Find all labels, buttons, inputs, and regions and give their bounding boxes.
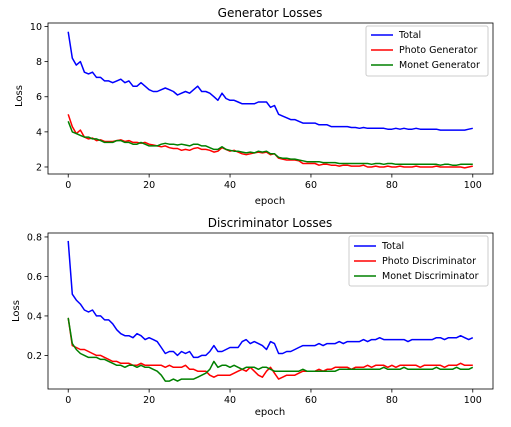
series-line-0 xyxy=(67,240,474,359)
series-line-2 xyxy=(67,317,474,382)
legend-label-monet-generator: Monet Generator xyxy=(399,60,480,71)
y-axis-label: Loss xyxy=(11,300,22,322)
y-tick-label: 10 xyxy=(30,22,42,33)
series-line-2 xyxy=(67,121,473,166)
x-tick-label: 60 xyxy=(305,180,317,191)
legend-box xyxy=(365,25,489,77)
legend-label-total: Total xyxy=(398,30,421,41)
x-axis-label: epoch xyxy=(255,196,285,207)
y-tick-label: 8 xyxy=(36,57,42,68)
x-tick-label: 40 xyxy=(224,395,236,406)
x-tick-label: 20 xyxy=(143,395,155,406)
y-tick-label: 2 xyxy=(36,162,42,173)
x-tick-label: 100 xyxy=(464,180,482,191)
chart-title: Generator Losses xyxy=(218,6,323,20)
legend: Total Photo Generator Monet Generator xyxy=(365,25,489,77)
axes-frame xyxy=(47,232,494,390)
x-tick-label: 20 xyxy=(143,180,155,191)
y-axis-label: Loss xyxy=(14,85,25,107)
x-tick-label: 80 xyxy=(386,180,398,191)
legend-label-total: Total xyxy=(381,241,404,252)
x-tick-label: 60 xyxy=(305,395,317,406)
y-tick-label: 0.4 xyxy=(27,311,42,322)
y-tick-label: 0.2 xyxy=(27,351,42,362)
legend: Total Photo Discriminator Monet Discrimi… xyxy=(348,235,489,287)
x-tick-label: 0 xyxy=(65,395,71,406)
discriminator-losses-chart: Discriminator Losses epoch Loss 0 20 40 60 8… xyxy=(11,216,494,418)
x-tick-label: 40 xyxy=(224,180,236,191)
y-tick-label: 0.6 xyxy=(27,272,42,283)
legend-label-monet-discriminator: Monet Discriminator xyxy=(382,271,479,282)
legend-label-photo-discriminator: Photo Discriminator xyxy=(382,256,476,267)
y-tick-label: 0.8 xyxy=(27,232,42,243)
x-tick-label: 100 xyxy=(464,395,482,406)
series-line-1 xyxy=(67,317,473,380)
plot-area: 0 20 40 60 80 100 2 4 6 8 10 xyxy=(30,22,494,191)
chart-title: Discriminator Losses xyxy=(208,216,332,230)
plot-area: 0 20 40 60 80 100 0.2 0.4 0.6 0.8 xyxy=(27,232,494,406)
legend-box xyxy=(348,235,489,287)
generator-losses-chart: Generator Losses epoch Loss 0 20 40 60 80 100… xyxy=(14,6,494,207)
legend-label-photo-generator: Photo Generator xyxy=(399,45,477,56)
x-tick-label: 80 xyxy=(386,395,398,406)
x-tick-label: 0 xyxy=(65,180,71,191)
series-line-1 xyxy=(67,114,473,169)
series-line-0 xyxy=(67,31,473,131)
x-axis-label: epoch xyxy=(255,407,285,418)
y-tick-label: 4 xyxy=(36,127,42,138)
axes-frame xyxy=(47,22,494,175)
y-tick-label: 6 xyxy=(36,92,42,103)
